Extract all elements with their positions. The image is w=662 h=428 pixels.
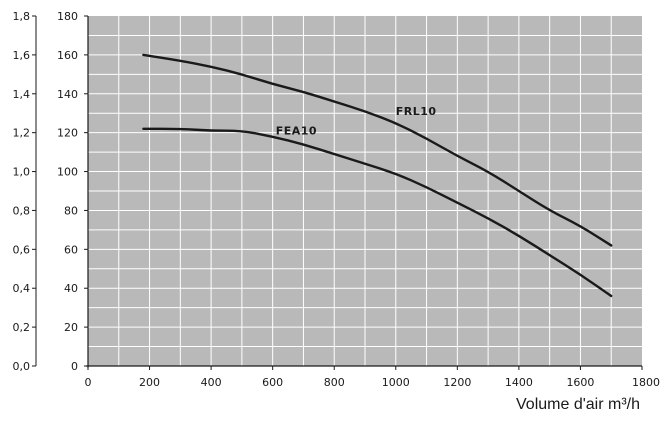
series-label-fea10: FEA10 xyxy=(276,125,317,138)
x-tick-label: 1800 xyxy=(632,376,660,389)
x-tick-label: 1200 xyxy=(443,376,471,389)
y2-tick-label: 0,4 xyxy=(13,282,31,295)
series xyxy=(142,53,613,298)
y2-tick-label: 1,8 xyxy=(13,10,31,23)
x-tick-label: 1000 xyxy=(382,376,410,389)
grid xyxy=(88,16,642,366)
y-tick-label: 0 xyxy=(71,360,78,373)
series-line-frl10 xyxy=(142,53,613,247)
x-tick-label: 1400 xyxy=(505,376,533,389)
y-tick-label: 180 xyxy=(57,10,78,23)
x-tick-label: 400 xyxy=(201,376,222,389)
series-label-frl10: FRL10 xyxy=(396,105,437,118)
y2-tick-label: 0,8 xyxy=(13,204,31,217)
y2-tick-label: 0,0 xyxy=(13,360,31,373)
y-tick-label: 40 xyxy=(64,282,78,295)
y2-tick-label: 0,2 xyxy=(13,321,31,334)
axes xyxy=(35,16,642,368)
x-tick-label: 0 xyxy=(85,376,92,389)
y-tick-label: 20 xyxy=(64,321,78,334)
y2-tick-label: 1,0 xyxy=(13,166,31,179)
x-axis-title: Volume d'air m³/h xyxy=(516,396,640,413)
y-tick-label: 140 xyxy=(57,88,78,101)
x-tick-label: 200 xyxy=(139,376,160,389)
x-tick-label: 1600 xyxy=(566,376,594,389)
y-axis-ticks: 0 20 40 60 80 100 120 140 160 180 xyxy=(57,10,88,373)
y2-tick-label: 0,6 xyxy=(13,243,31,256)
y-tick-label: 120 xyxy=(57,127,78,140)
y-tick-label: 80 xyxy=(64,204,78,217)
y-tick-label: 100 xyxy=(57,166,78,179)
series-line-fea10 xyxy=(142,127,613,298)
series-labels: FRL10 FEA10 xyxy=(276,105,437,138)
y-tick-label: 160 xyxy=(57,49,78,62)
y-tick-label: 60 xyxy=(64,243,78,256)
y2-tick-label: 1,4 xyxy=(13,88,31,101)
x-tick-label: 600 xyxy=(262,376,283,389)
x-axis-ticks: 0 200 400 600 800 1000 1200 1400 1600 1800 xyxy=(85,366,660,389)
y2-tick-label: 1,2 xyxy=(13,127,31,140)
y2-axis-ticks: 0,0 0,2 0,4 0,6 0,8 1,0 1,2 1,4 1,6 1,8 xyxy=(13,10,36,373)
x-tick-label: 800 xyxy=(324,376,345,389)
y2-tick-label: 1,6 xyxy=(13,49,31,62)
